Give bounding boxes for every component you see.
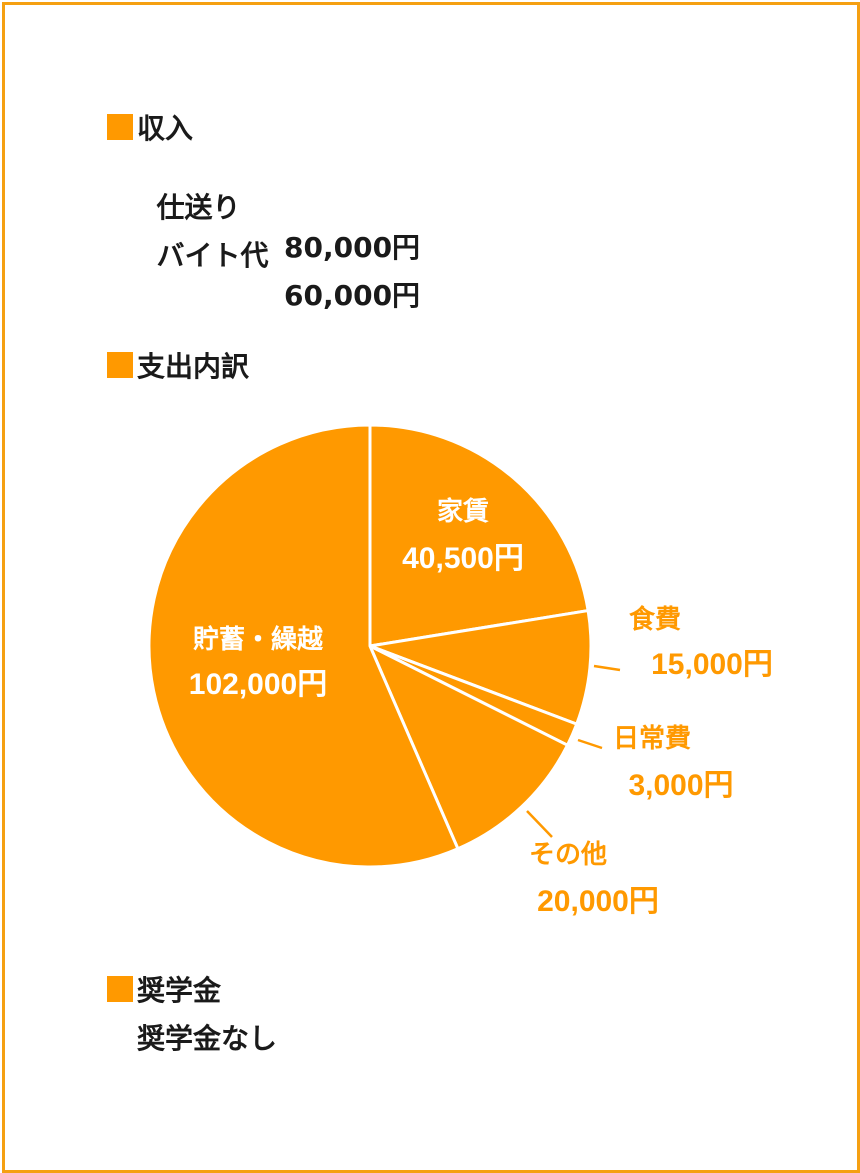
pie-slice bbox=[147, 423, 460, 869]
expenses-heading-label: 支出内訳 bbox=[137, 350, 250, 383]
slice-name-label: 日常費 bbox=[613, 724, 691, 754]
expenses-heading: 支出内訳 bbox=[107, 345, 249, 385]
slice-value-label: 40,500円 bbox=[402, 542, 524, 575]
leader-line bbox=[577, 738, 603, 750]
income-heading-label: 収入 bbox=[137, 112, 194, 145]
slice-value-label: 3,000円 bbox=[628, 769, 733, 802]
income-row-allowance: 仕送り 80,000円 bbox=[137, 153, 421, 264]
bullet-square-icon bbox=[107, 976, 133, 1002]
scholarship-heading: 奨学金 bbox=[107, 969, 221, 1009]
slice-name-label: 食費 bbox=[629, 604, 681, 635]
income-item-value: 80,000円 bbox=[284, 231, 421, 264]
income-item-value: 60,000円 bbox=[284, 279, 421, 312]
pie-slice bbox=[368, 423, 590, 648]
income-item-label: 仕送り bbox=[156, 191, 241, 224]
pie-slice bbox=[368, 644, 569, 851]
slice-value-label: 102,000円 bbox=[189, 668, 327, 701]
bullet-square-icon bbox=[107, 352, 133, 378]
income-row-parttime: バイト代 60,000円 bbox=[137, 201, 421, 312]
pie-slice bbox=[368, 609, 593, 726]
slice-name-label: その他 bbox=[529, 840, 607, 870]
slice-name-label: 貯蓄・繰越 bbox=[193, 624, 324, 655]
income-heading: 収入 bbox=[107, 107, 193, 147]
slice-value-label: 15,000円 bbox=[651, 648, 773, 681]
leader-line bbox=[526, 810, 553, 838]
slice-name-label: 家賃 bbox=[437, 496, 489, 527]
scholarship-text: 奨学金なし bbox=[137, 1022, 278, 1055]
income-item-label: バイト代 bbox=[156, 239, 269, 272]
scholarship-heading-label: 奨学金 bbox=[137, 974, 222, 1007]
bullet-square-icon bbox=[107, 114, 133, 140]
leader-line bbox=[593, 664, 621, 672]
slice-value-label: 20,000円 bbox=[537, 885, 659, 918]
